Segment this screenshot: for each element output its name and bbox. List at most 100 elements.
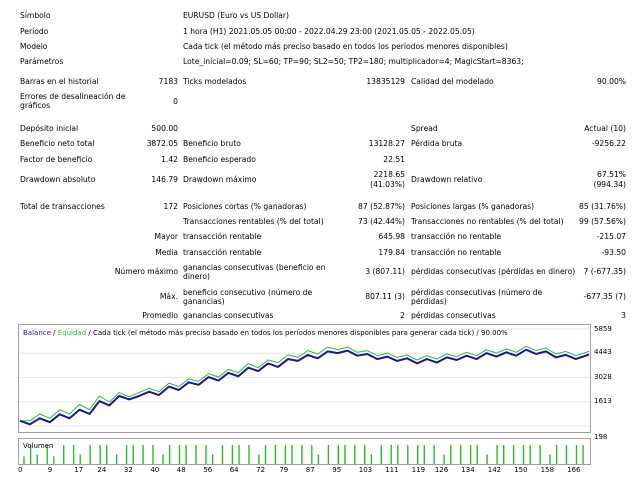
x-tick-label-6: 48 [176,466,186,474]
legend-equity: Equidad [57,329,87,337]
volume-bar-31 [291,445,293,464]
abs-dd-label: Drawdown absoluto [20,175,96,184]
volume-bar-27 [258,454,260,464]
volume-bar-0 [23,456,25,464]
largest-label: Mayor [154,232,178,241]
volume-bar-46 [423,445,425,464]
volume-bar-10 [106,445,108,464]
profit-factor-label: Factor de beneficio [20,155,93,164]
profit-factor-value: 1.42 [161,155,178,164]
volume-bar-24 [231,445,234,464]
model-label: Modelo [20,42,48,51]
series-line-equidad [20,345,590,422]
total-trades-value: 172 [163,202,179,211]
x-tick-label-4: 32 [123,466,133,474]
gross-loss-label: Pérdida bruta [411,139,463,148]
volume-label: Volumen [23,442,54,450]
volume-bar-5 [63,445,65,464]
x-tick-label-13: 103 [358,466,373,474]
volume-bar-52 [476,445,478,464]
loss-trades-label: Transacciones no rentables (% del total) [411,217,564,226]
max-consec-loss-label: pérdidas consecutivas (número de pérdida… [411,288,543,306]
volume-bar-4 [53,456,55,464]
volume-bar-17 [168,445,171,464]
deposit-value: 500.00 [151,124,178,133]
abs-dd-value: 146.79 [151,175,178,184]
x-tick-label-10: 79 [279,466,289,474]
volume-bar-51 [469,445,472,464]
spread-label: Spread [411,124,438,133]
volume-bar-35 [327,445,330,464]
volume-bar-64 [582,445,584,464]
volume-bar-1 [29,445,32,464]
max-consec-losses-value: 7 (-677.35) [583,267,626,276]
max-number-label: Número máximo [114,267,178,276]
legend-balance: Balance [23,329,51,337]
volume-bar-16 [162,454,164,464]
y-tick-label-1: 4443 [594,348,612,357]
volume-bar-19 [185,445,187,464]
expected-payoff-label: Beneficio esperado [183,155,256,164]
avg-consec-wins-value: 2 [400,311,405,320]
bars-label: Barras en el historial [20,77,99,86]
volume-bar-56 [512,445,515,464]
short-label: Posiciones cortas (% ganadoras) [183,202,307,211]
volume-bar-37 [344,445,346,464]
max-consec-loss-value: -677.35 (7) [583,292,626,301]
volume-bar-20 [195,445,197,464]
symbol-label: Símbolo [20,11,51,20]
loss-trades-value: 99 (57.56%) [579,217,626,226]
average-loss-value: -93.50 [601,248,626,257]
y-tick-label-0: 5859 [594,325,612,333]
largest-loss-label: transacción no rentable [411,232,502,241]
volume-bar-32 [301,445,303,464]
volume-bar-39 [364,445,366,464]
volume-bar-50 [460,445,462,464]
max-dd-pct: (41.03%) [370,180,405,189]
volume-bar-6 [72,445,75,464]
average-profit-label: transacción rentable [183,248,262,257]
params-label: Parámetros [20,57,64,66]
ticks-value: 13835129 [366,77,405,86]
volume-bar-2 [36,454,38,464]
avg-consec-losses-value: 3 [621,311,626,320]
expected-payoff-value: 22.51 [383,155,405,164]
deposit-label: Depósito inicial [20,124,79,133]
x-tick-label-20: 158 [540,466,555,474]
volume-bar-45 [417,445,419,464]
largest-profit-value: 645.98 [378,232,405,241]
net-profit-value: 3872.05 [146,139,178,148]
max-dd-label: Drawdown máximo [183,175,257,184]
balance-chart-plot [19,328,590,427]
volume-bar-49 [450,445,452,464]
x-tick-label-9: 72 [256,466,266,474]
legend-sep-1: / [50,329,58,337]
period-label: Período [20,27,49,36]
quality-label: Calidad del modelado [411,77,494,86]
volume-bar-30 [284,445,287,464]
volume-bar-54 [496,445,498,464]
volume-bar-18 [178,445,181,464]
x-tick-label-0: 0 [18,466,23,474]
period-value: 1 hora (H1) 2021.05.05 00:00 - 2022.04.2… [183,27,475,36]
long-label: Posiciones largas (% ganadoras) [411,202,535,211]
legend-sep-2: / [86,329,93,337]
max-consec-profit-label: beneficio consecutivo (número de gananci… [183,288,313,306]
gross-profit-label: Beneficio bruto [183,139,241,148]
y-tick-label-3: 1613 [594,396,612,405]
volume-plot [23,445,584,464]
long-value: 85 (31.76%) [579,202,626,211]
volume-bar-42 [390,445,392,464]
volume-bar-13 [132,445,134,464]
volume-bar-21 [205,445,207,464]
volume-bar-57 [522,445,525,464]
x-tick-label-17: 134 [461,466,475,474]
net-profit-label: Beneficio neto total [20,139,95,148]
average-label: Media [155,248,178,257]
volume-bar-38 [354,445,356,464]
x-tick-label-1: 9 [47,466,53,474]
max-dd-value: 2218.65 [373,170,405,179]
volume-bar-36 [337,445,339,464]
rel-dd-amount: (994.34) [593,180,627,189]
volume-bar-33 [311,445,313,464]
